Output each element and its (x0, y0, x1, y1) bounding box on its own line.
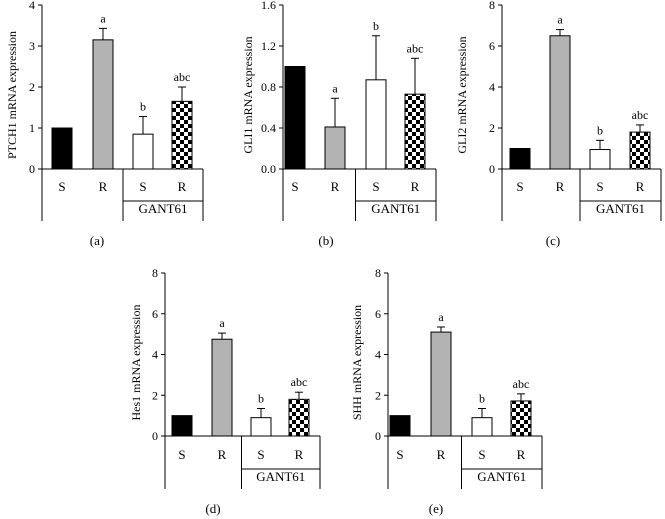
bar (629, 131, 651, 170)
panel-label: (b) (318, 233, 333, 248)
y-tick-label: 4 (29, 0, 35, 12)
x-category-label: R (636, 179, 645, 194)
bar (509, 148, 531, 170)
significance-label: b (597, 123, 603, 137)
group-label: GANT61 (596, 201, 645, 216)
panel-label: (c) (546, 233, 560, 248)
x-category-label: R (218, 447, 227, 462)
significance-label: abc (513, 377, 530, 391)
y-tick-label: 0.0 (261, 162, 276, 176)
x-category-label: R (437, 447, 446, 462)
x-category-label: R (517, 447, 526, 462)
bar (132, 133, 154, 170)
y-tick-label: 4 (489, 80, 495, 94)
significance-label: a (332, 81, 338, 95)
significance-label: a (557, 13, 563, 27)
y-tick-label: 8 (489, 0, 495, 12)
y-tick-label: 2 (152, 388, 158, 402)
x-category-label: S (178, 447, 185, 462)
x-category-label: S (58, 179, 65, 194)
bar (171, 415, 193, 437)
x-category-label: R (411, 179, 420, 194)
y-tick-label: 0 (152, 429, 158, 443)
panel-label: (d) (205, 501, 220, 516)
y-tick-label: 4 (152, 348, 158, 362)
y-tick-label: 2 (489, 121, 495, 135)
y-tick-label: 0 (489, 162, 495, 176)
y-tick-label: 3 (29, 39, 35, 53)
x-category-label: S (396, 447, 403, 462)
y-tick-label: 0 (29, 162, 35, 176)
bar (365, 79, 387, 170)
bar (510, 400, 532, 437)
bar (430, 331, 452, 437)
bar (92, 39, 114, 170)
y-tick-label: 6 (489, 39, 495, 53)
y-axis-title: Hes1 mRNA expression (129, 305, 143, 421)
y-axis-title: GLI1 mRNA expression (241, 36, 255, 153)
group-label: GANT61 (138, 201, 187, 216)
y-axis-title: SHH mRNA expression (350, 305, 364, 420)
x-category-label: R (178, 179, 187, 194)
x-category-label: S (596, 179, 603, 194)
x-category-label: R (556, 179, 565, 194)
bar (389, 415, 411, 437)
x-category-label: R (295, 447, 304, 462)
panel-label: (a) (90, 233, 104, 248)
group-label: GANT61 (371, 201, 420, 216)
y-tick-label: 4 (375, 348, 381, 362)
bar (404, 93, 426, 170)
bar (250, 417, 272, 437)
significance-label: b (258, 391, 264, 405)
x-category-label: S (139, 179, 146, 194)
x-category-label: S (372, 179, 379, 194)
x-category-label: S (516, 179, 523, 194)
y-tick-label: 6 (375, 307, 381, 321)
y-tick-label: 1.2 (261, 39, 276, 53)
y-tick-label: 8 (152, 266, 158, 280)
y-tick-label: 2 (375, 388, 381, 402)
y-tick-label: 1.6 (261, 0, 276, 12)
bar (171, 100, 193, 170)
y-tick-label: 1 (29, 121, 35, 135)
y-axis-title: PTCH1 mRNA expression (5, 31, 19, 159)
x-category-label: R (99, 179, 108, 194)
x-category-label: S (478, 447, 485, 462)
bar (211, 338, 233, 437)
significance-label: abc (174, 70, 191, 84)
significance-label: abc (632, 108, 649, 122)
y-tick-label: 8 (375, 266, 381, 280)
significance-label: b (373, 19, 379, 33)
bar (589, 149, 611, 170)
x-category-label: R (331, 179, 340, 194)
significance-label: b (140, 100, 146, 114)
y-tick-label: 0.4 (261, 121, 276, 135)
significance-label: abc (407, 41, 424, 55)
significance-label: a (219, 316, 225, 330)
significance-label: a (438, 310, 444, 324)
significance-label: abc (291, 375, 308, 389)
bar (324, 126, 346, 170)
bar (471, 417, 493, 437)
x-category-label: S (257, 447, 264, 462)
y-tick-label: 2 (29, 80, 35, 94)
bar (288, 398, 310, 437)
group-label: GANT61 (477, 469, 526, 484)
significance-label: a (100, 11, 106, 25)
bar (51, 127, 73, 170)
y-tick-label: 0.8 (261, 80, 276, 94)
y-axis-title: GLI2 mRNA expression (455, 36, 469, 153)
bar (549, 35, 571, 170)
group-label: GANT61 (256, 469, 305, 484)
y-tick-label: 0 (375, 429, 381, 443)
significance-label: b (479, 391, 485, 405)
panel-label: (e) (429, 501, 443, 516)
y-tick-label: 6 (152, 307, 158, 321)
bar (284, 66, 306, 170)
x-category-label: S (291, 179, 298, 194)
